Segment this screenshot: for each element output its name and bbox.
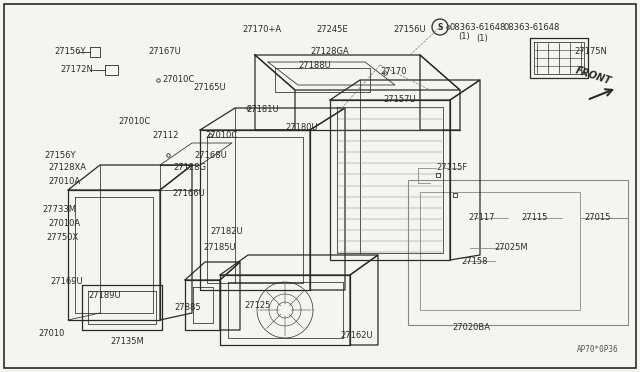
Text: 27885: 27885 [174,302,200,311]
Text: 08363-61648: 08363-61648 [504,23,561,32]
Text: 27170+A: 27170+A [242,26,281,35]
Bar [275,68,370,92]
Text: 27167U: 27167U [148,48,180,57]
Text: 27128G: 27128G [173,164,206,173]
Bar [420,192,580,310]
Text: 27010: 27010 [38,328,65,337]
Text: (1): (1) [476,35,488,44]
Text: 27010A: 27010A [48,219,80,228]
Text: 27733M: 27733M [42,205,76,215]
Text: 27115: 27115 [521,214,547,222]
Text: 08363-61648: 08363-61648 [450,22,506,32]
Text: 27156U: 27156U [393,26,426,35]
Text: 27156Y: 27156Y [44,151,76,160]
Text: 27135M: 27135M [110,337,144,346]
Text: 27156Y: 27156Y [54,48,86,57]
Text: 27245E: 27245E [316,26,348,35]
Bar [408,180,628,325]
Text: 27175N: 27175N [574,48,607,57]
Text: 27188U: 27188U [298,61,331,70]
Text: S: S [437,22,443,32]
Text: 27158: 27158 [461,257,488,266]
Text: 27015: 27015 [584,214,611,222]
Text: 27010C: 27010C [118,118,150,126]
Text: 27112: 27112 [152,131,179,140]
Text: 27020BA: 27020BA [452,323,490,331]
Text: 27115F: 27115F [436,164,467,173]
Text: 27189U: 27189U [88,292,120,301]
Text: 27010C: 27010C [162,76,195,84]
Text: 27185U: 27185U [203,244,236,253]
Text: 27182U: 27182U [210,228,243,237]
Text: 27168U: 27168U [194,151,227,160]
Text: FRONT: FRONT [574,65,612,86]
Text: 27180U: 27180U [285,124,317,132]
Text: 27125: 27125 [244,301,270,310]
Text: 27010A: 27010A [48,176,80,186]
Text: 27750X: 27750X [46,234,78,243]
Text: 27170: 27170 [380,67,406,77]
Text: 27025M: 27025M [494,244,527,253]
Text: (1): (1) [458,32,470,42]
Text: 27169U: 27169U [50,278,83,286]
Text: 27128GA: 27128GA [310,46,349,55]
Text: 27128XA: 27128XA [48,164,86,173]
Text: 27162U: 27162U [340,330,372,340]
Text: 27166U: 27166U [172,189,205,198]
Text: AP70*0P36: AP70*0P36 [577,346,619,355]
Text: 27010C: 27010C [205,131,237,140]
Text: 27181U: 27181U [246,106,278,115]
Text: 27157U: 27157U [383,96,415,105]
Text: 27117: 27117 [468,214,495,222]
Text: 27172N: 27172N [60,65,93,74]
Text: 27165U: 27165U [193,83,226,93]
